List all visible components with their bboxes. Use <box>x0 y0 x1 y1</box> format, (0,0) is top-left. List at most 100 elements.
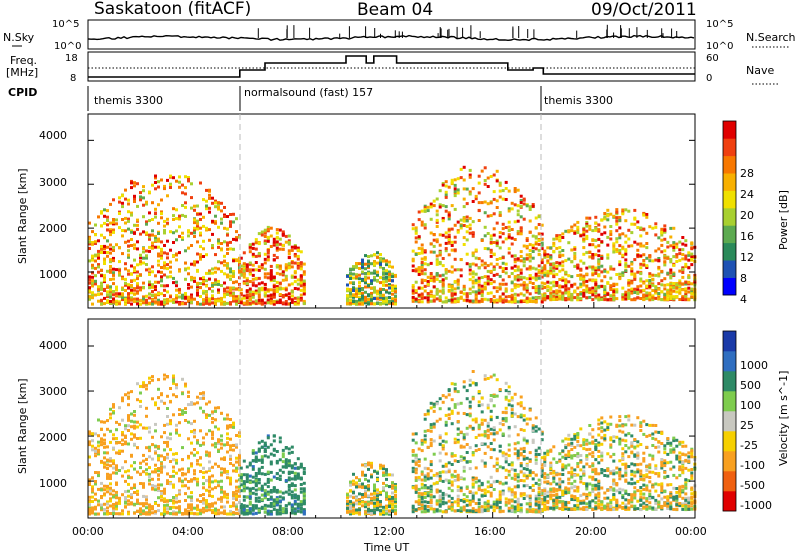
power-heat-cell-646 <box>187 246 190 250</box>
power-heat-cell-3241 <box>660 283 664 287</box>
power-heat-cell-1818 <box>429 261 433 265</box>
vel-heat-cell-996 <box>245 504 249 508</box>
power-heat-cell-1562 <box>373 290 376 294</box>
power-heat-cell-115 <box>106 239 109 243</box>
vel-heat-cell-1301 <box>296 494 300 498</box>
power-heat-cell-1414 <box>349 292 352 295</box>
power-heat-cell-1476 <box>361 298 364 302</box>
power-heat-cell-1859 <box>435 291 439 294</box>
power-heat-cell-1909 <box>444 241 448 245</box>
power-heat-cell-1668 <box>388 296 391 299</box>
power-heat-cell-716 <box>199 302 202 306</box>
power-heat-cell-495 <box>160 275 163 279</box>
power-heat-cell-2343 <box>516 204 520 208</box>
power-heat-cell-2948 <box>609 230 613 234</box>
vel-heat-cell-348 <box>142 426 145 430</box>
vel-heat-cell-1303 <box>296 506 300 510</box>
power-heat-cell-638 <box>187 178 190 181</box>
power-heat-cell-2262 <box>501 240 505 244</box>
power-heat-cell-1056 <box>251 295 255 299</box>
power-heat-cell-1296 <box>287 266 291 270</box>
power-heat-cell-1524 <box>367 302 370 306</box>
vel-heat-cell-233 <box>124 434 127 438</box>
power-heat-cell-898 <box>226 273 229 277</box>
power-heat-cell-259 <box>127 217 130 221</box>
power-heat-cell-2648 <box>561 278 565 282</box>
vel-heat-cell-870 <box>226 512 229 516</box>
power-heat-cell-3124 <box>639 297 643 300</box>
power-heat-cell-3256 <box>663 263 667 267</box>
power-heat-cell-654 <box>190 278 193 282</box>
vel-heat-cell-192 <box>115 441 118 445</box>
power-heat-cell-812 <box>214 302 217 306</box>
vel-heat-cell-1075 <box>257 469 261 473</box>
vel-heat-cell-520 <box>169 419 172 423</box>
vel-heat-cell-859 <box>226 443 229 446</box>
power-heat-cell-2264 <box>501 222 505 226</box>
power-heat-cell-718 <box>199 286 202 290</box>
vel-heat-cell-625 <box>187 467 190 471</box>
vel-heat-cell-483 <box>163 491 166 495</box>
vel-heat-cell-998 <box>245 512 249 515</box>
power-heat-cell-895 <box>226 286 229 290</box>
vel-heat-cell-1131 <box>266 480 270 484</box>
power-heat-cell-386 <box>145 231 148 235</box>
power-heat-cell-2105 <box>474 295 478 299</box>
power-heat-cell-361 <box>142 189 145 193</box>
power-heat-cell-661 <box>190 244 193 247</box>
power-heat-cell-2855 <box>594 296 598 300</box>
power-heat-cell-2554 <box>546 274 550 278</box>
vel-heat-cell-1394 <box>355 476 358 480</box>
power-heat-cell-2630 <box>558 246 562 250</box>
power-heat-cell-2150 <box>483 266 487 270</box>
power-heat-cell-1390 <box>346 295 349 299</box>
power-heat-cell-731 <box>202 224 205 228</box>
power-heat-cell-990 <box>239 288 243 292</box>
vel-heat-cell-199 <box>118 406 121 410</box>
power-heat-cell-2090 <box>471 220 475 224</box>
vel-heat-cell-24 <box>91 448 94 452</box>
power-heat-cell-140 <box>109 233 112 237</box>
vel-heat-cell-871 <box>226 426 229 430</box>
power-heat-cell-2868 <box>597 258 601 262</box>
power-heat-cell-148 <box>109 265 112 268</box>
power-heat-cell-66 <box>97 253 100 257</box>
power-heat-cell-1927 <box>447 217 451 221</box>
power-heat-cell-1272 <box>284 286 288 290</box>
power-heat-cell-1255 <box>281 301 285 305</box>
power-heat-cell-2690 <box>567 295 571 299</box>
power-heat-cell-1240 <box>278 267 282 271</box>
vel-heat-cell-837 <box>220 411 223 415</box>
power-heat-cell-1433 <box>352 267 355 271</box>
vel-heat-cell-854 <box>223 456 226 460</box>
power-heat-cell-2335 <box>513 190 517 194</box>
power-heat-cell-568 <box>175 179 178 183</box>
vel-heat-cell-449 <box>160 498 163 502</box>
vel-heat-cell-347 <box>142 503 145 507</box>
power-heat-cell-910 <box>229 213 232 216</box>
power-heat-cell-2605 <box>555 234 559 238</box>
power-heat-cell-2450 <box>531 296 535 300</box>
vel-heat-cell-691 <box>196 504 199 508</box>
power-heat-cell-1116 <box>263 252 267 256</box>
vel-heat-cell-7 <box>88 510 91 514</box>
vel-heat-cell-386 <box>148 426 151 430</box>
power-heat-cell-1010 <box>242 269 246 273</box>
vel-heat-cell-709 <box>199 456 202 460</box>
power-heat-cell-2869 <box>597 254 601 258</box>
power-heat-cell-2448 <box>531 203 535 206</box>
power-heat-cell-793 <box>211 267 214 271</box>
power-heat-cell-131 <box>106 285 109 289</box>
power-heat-cell-2131 <box>480 276 484 279</box>
power-heat-cell-444 <box>154 300 157 304</box>
vel-heat-cell-238 <box>124 496 127 499</box>
power-heat-cell-33 <box>91 242 94 246</box>
vel-heat-cell-888 <box>229 444 232 448</box>
cpid-panel: CPID themis 3300 normalsound (fast) 157 … <box>8 86 613 111</box>
vel-heat-cell-1374 <box>349 494 352 498</box>
vel-heat-cell-758 <box>208 429 211 433</box>
vel-heat-cell-128 <box>106 500 109 504</box>
vel-heat-cell-863 <box>226 470 229 473</box>
power-heat-cell-3339 <box>672 246 676 249</box>
power-heat-cell-470 <box>157 270 160 274</box>
